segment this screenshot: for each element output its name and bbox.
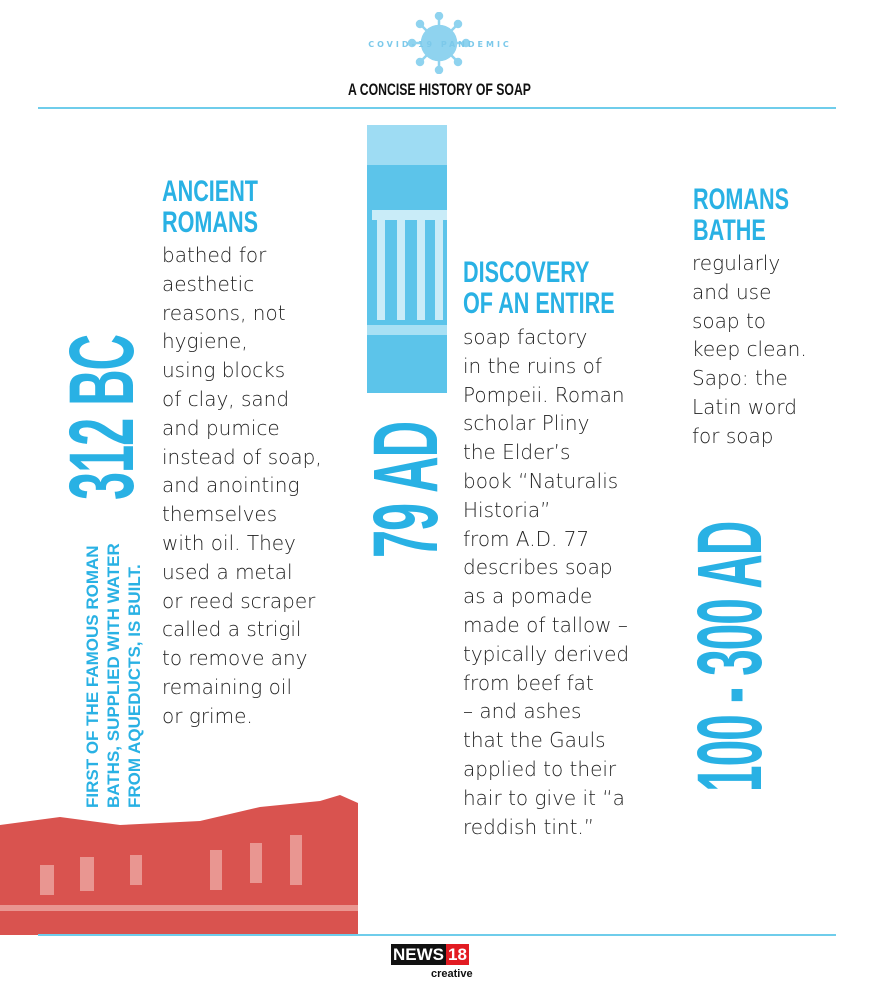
- pompeii-column-image: [367, 125, 447, 393]
- body-line: book “Naturalis: [463, 468, 619, 493]
- body-line: keep clean.: [692, 337, 807, 362]
- body-line: called a strigil: [162, 617, 302, 642]
- logo-news: NEWS: [391, 944, 446, 965]
- body-line: with oil. They: [162, 530, 296, 555]
- body-line: instead of soap,: [162, 444, 322, 469]
- body-79-ad: soap factory in the ruins of Pompeii. Roma…: [463, 323, 629, 841]
- body-line: bathed for: [162, 243, 267, 267]
- body-line: for soap: [692, 423, 774, 448]
- body-line: Pompeii. Roman: [463, 382, 625, 407]
- body-line: – and ashes: [463, 699, 582, 724]
- body-line: soap to: [692, 308, 767, 333]
- heading-line: ROMANS: [693, 183, 790, 216]
- body-line: typically derived: [463, 641, 630, 666]
- body-line: of clay, sand: [162, 386, 290, 411]
- body-line: reasons, not: [162, 300, 286, 325]
- body-line: describes soap: [463, 555, 613, 580]
- body-line: as a pomade: [463, 584, 593, 609]
- note-line: FROM AQUEDUCTS, IS BUILT.: [125, 564, 144, 808]
- logo-18: 18: [446, 944, 469, 965]
- news18-logo: NEWS 18 creative: [391, 944, 473, 981]
- body-line: using blocks: [162, 358, 286, 383]
- body-line: that the Gauls: [463, 728, 606, 753]
- body-line: in the ruins of: [463, 353, 602, 378]
- heading-ancient-romans: ANCIENT ROMANS: [162, 176, 295, 238]
- body-line: or grime.: [162, 703, 253, 728]
- logo-creative: creative: [431, 968, 473, 980]
- year-note: FIRST OF THE FAMOUS ROMAN BATHS, SUPPLIE…: [82, 543, 145, 808]
- body-line: and anointing: [162, 473, 300, 498]
- page-title: A CONCISE HISTORY OF SOAP: [348, 80, 531, 99]
- heading-line: ROMANS: [162, 206, 259, 239]
- body-line: aesthetic: [162, 271, 255, 296]
- body-line: reddish tint.”: [463, 814, 595, 839]
- body-line: hygiene,: [162, 329, 248, 354]
- body-line: themselves: [162, 502, 278, 527]
- body-line: to remove any: [162, 646, 308, 671]
- virus-icon: [408, 12, 470, 74]
- top-divider: [38, 107, 836, 109]
- body-line: or reed scraper: [162, 588, 316, 613]
- body-line: Historia”: [463, 497, 551, 522]
- body-line: from beef fat: [463, 670, 594, 695]
- heading-line: OF AN ENTIRE: [463, 287, 615, 320]
- body-line: made of tallow –: [463, 612, 628, 637]
- year-79-ad: 79 AD: [355, 421, 457, 558]
- heading-line: BATHE: [693, 214, 766, 247]
- bottom-divider: [38, 934, 836, 936]
- heading-line: DISCOVERY: [463, 256, 590, 289]
- year-100-300-ad: 100 - 300 AD: [679, 521, 781, 792]
- body-line: used a metal: [162, 559, 293, 584]
- body-100-300-ad: regularly and use soap to keep clean. Sapo: …: [692, 249, 807, 451]
- body-line: and pumice: [162, 415, 280, 440]
- body-line: applied to their: [463, 756, 617, 781]
- body-line: regularly: [692, 251, 781, 275]
- body-line: Latin word: [692, 394, 797, 419]
- body-line: the Elder’s: [463, 440, 571, 465]
- body-line: Sapo: the: [692, 366, 788, 391]
- note-line: FIRST OF THE FAMOUS ROMAN: [83, 545, 102, 808]
- heading-discovery: DISCOVERY OF AN ENTIRE: [463, 257, 674, 319]
- body-312-bc: bathed for aesthetic reasons, not hygiene, u…: [162, 241, 322, 731]
- body-line: remaining oil: [162, 674, 292, 699]
- body-line: from A.D. 77: [463, 526, 590, 551]
- note-line: BATHS, SUPPLIED WITH WATER: [104, 543, 123, 808]
- pandemic-badge: COVID-19 PANDEMIC: [368, 40, 512, 49]
- year-312-bc: 312 BC: [51, 335, 153, 500]
- heading-line: ANCIENT: [162, 175, 259, 208]
- body-line: and use: [692, 279, 772, 304]
- body-line: hair to give it “a: [463, 785, 625, 810]
- roman-ruin-image: [0, 795, 358, 935]
- body-line: soap factory: [463, 325, 588, 349]
- body-line: scholar Pliny: [463, 411, 590, 436]
- heading-romans-bathe: ROMANS BATHE: [693, 184, 826, 246]
